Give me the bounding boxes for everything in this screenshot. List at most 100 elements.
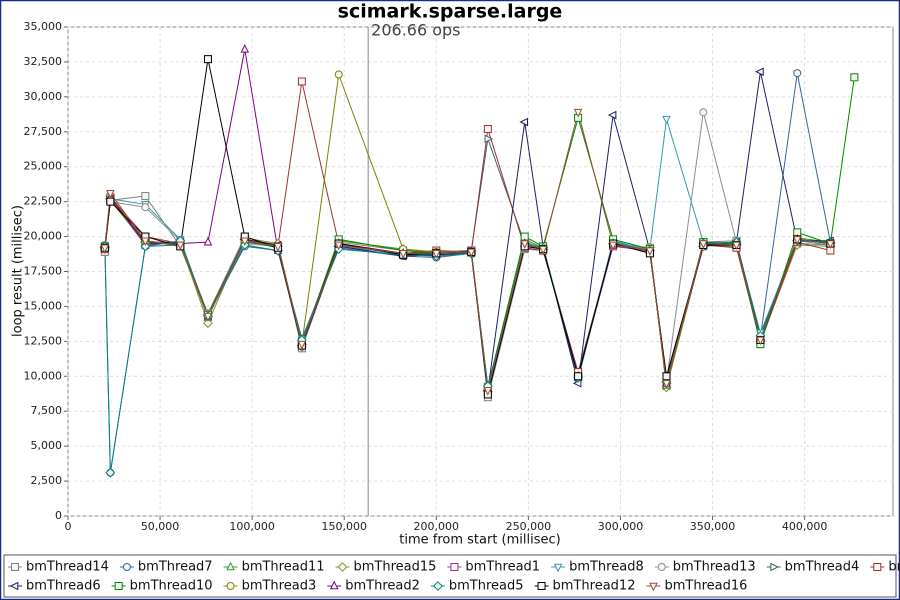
annotation: 206.66 ops xyxy=(371,21,460,40)
marker xyxy=(873,563,882,571)
marker xyxy=(607,110,617,120)
x-tick-label: 200,000 xyxy=(414,520,460,533)
marker xyxy=(226,561,235,571)
marker xyxy=(792,236,802,245)
x-tick-label: 50,000 xyxy=(141,520,180,533)
marker xyxy=(553,563,563,573)
series-line xyxy=(104,110,831,391)
marker xyxy=(520,240,530,249)
marker xyxy=(334,241,344,251)
y-axis-label: loop result (millisec) xyxy=(11,205,26,337)
marker xyxy=(114,582,123,590)
marker xyxy=(662,115,671,125)
y-tick-label: 10,000 xyxy=(24,369,63,382)
marker xyxy=(755,67,764,77)
marker xyxy=(431,250,441,259)
y-tick-label: 12,500 xyxy=(24,334,63,347)
marker xyxy=(203,236,213,246)
marker xyxy=(329,580,339,590)
y-tick-label: 25,000 xyxy=(24,160,63,173)
marker xyxy=(657,563,666,571)
marker xyxy=(483,386,493,396)
legend-label: bmThread7 xyxy=(138,560,213,575)
marker xyxy=(240,44,250,53)
marker xyxy=(519,117,528,127)
marker xyxy=(100,244,110,254)
legend-label: bmThread11 xyxy=(242,560,325,575)
marker xyxy=(450,563,459,571)
marker xyxy=(398,250,408,259)
x-tick-label: 400,000 xyxy=(782,520,828,533)
marker xyxy=(337,562,348,572)
marker xyxy=(483,124,492,133)
marker xyxy=(11,563,19,571)
marker xyxy=(537,582,546,590)
y-tick-label: 20,000 xyxy=(24,230,63,243)
x-tick-label: 0 xyxy=(65,520,72,533)
marker xyxy=(105,467,116,478)
marker xyxy=(203,318,213,329)
y-tick-label: 22,500 xyxy=(24,195,63,208)
marker xyxy=(226,582,235,590)
marker xyxy=(273,243,283,252)
y-tick-label: 0 xyxy=(55,509,62,522)
y-tick-label: 17,500 xyxy=(24,265,63,278)
marker xyxy=(699,108,708,117)
marker xyxy=(203,312,213,322)
x-tick-label: 350,000 xyxy=(690,520,736,533)
marker xyxy=(297,77,306,86)
legend-label: bmThread13 xyxy=(673,560,756,575)
legend-label: bmThread9 xyxy=(888,560,900,575)
legend-label: bmThread12 xyxy=(553,579,636,594)
legend-label: bmThread15 xyxy=(354,560,437,575)
legend-label: bmThread14 xyxy=(26,560,109,575)
y-tick-label: 2,500 xyxy=(31,474,63,487)
marker xyxy=(484,134,494,144)
legend-label: bmThread5 xyxy=(449,579,524,594)
legend-label: bmThread16 xyxy=(664,579,747,594)
marker xyxy=(203,55,212,64)
marker xyxy=(176,241,185,251)
marker xyxy=(334,70,343,79)
x-tick-label: 100,000 xyxy=(229,520,275,533)
marker xyxy=(608,241,618,251)
marker xyxy=(574,372,583,381)
y-tick-label: 30,000 xyxy=(24,90,63,103)
marker xyxy=(793,69,802,78)
x-tick-label: 300,000 xyxy=(598,520,644,533)
marker xyxy=(662,379,671,389)
marker xyxy=(432,581,443,591)
legend-label: bmThread1 xyxy=(465,560,540,575)
marker xyxy=(645,247,655,256)
legend-label: bmThread4 xyxy=(785,560,860,575)
legend-label: bmThread6 xyxy=(26,579,101,594)
chart-title: scimark.sparse.large xyxy=(338,1,563,23)
marker xyxy=(649,582,658,592)
x-axis-label: time from start (millisec) xyxy=(399,533,560,548)
marker xyxy=(850,73,859,82)
x-tick-label: 150,000 xyxy=(321,520,367,533)
marker xyxy=(770,562,779,572)
y-tick-label: 15,000 xyxy=(24,299,63,312)
marker xyxy=(106,197,115,206)
marker xyxy=(141,192,150,201)
marker xyxy=(699,240,708,249)
marker xyxy=(122,563,131,571)
marker xyxy=(662,372,671,381)
marker xyxy=(538,245,548,255)
legend-label: bmThread10 xyxy=(130,579,213,594)
marker xyxy=(466,248,476,258)
x-tick-label: 250,000 xyxy=(506,520,552,533)
y-tick-label: 32,500 xyxy=(24,55,63,68)
y-tick-label: 7,500 xyxy=(31,404,63,417)
y-tick-label: 27,500 xyxy=(24,125,63,138)
y-tick-label: 35,000 xyxy=(24,20,63,33)
marker xyxy=(826,240,835,249)
marker xyxy=(140,241,151,252)
y-tick-label: 5,000 xyxy=(31,439,63,452)
marker xyxy=(9,581,19,591)
marker xyxy=(756,336,765,346)
marker xyxy=(106,189,115,199)
legend-box xyxy=(3,554,897,598)
